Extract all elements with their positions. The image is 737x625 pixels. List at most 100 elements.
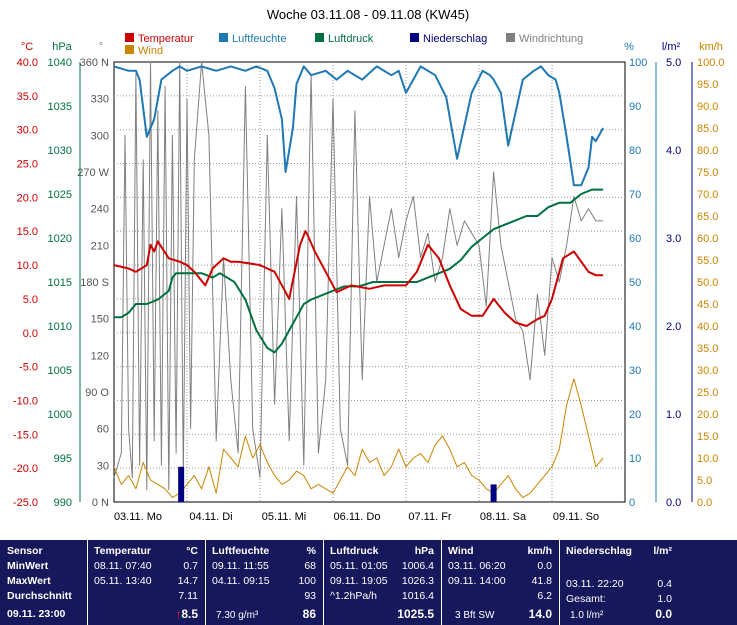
direction-tick-label: 360 N: [80, 57, 109, 69]
pressure-tick-label: 1020: [48, 233, 72, 245]
pressure-tick-label: 1005: [48, 365, 72, 377]
wind-max-value: 41.8: [531, 575, 552, 587]
precipitation-total-label: Gesamt:: [566, 593, 606, 605]
temperature-min-time: 08.11. 07:40: [94, 560, 152, 572]
current-datetime: 09.11. 23:00: [7, 608, 66, 620]
humidity-unit-label: %: [624, 41, 634, 53]
humidity-min-value: 68: [304, 560, 316, 572]
wind-avg-value: 6.2: [537, 590, 552, 602]
table-header-sensor: Sensor: [7, 545, 43, 557]
humidity-tick-label: 90: [629, 101, 641, 113]
chart-title: Woche 03.11.08 - 09.11.08 (KW45): [267, 7, 469, 22]
pressure-trend: ^1.2hPa/h: [330, 590, 377, 602]
row-label-max: MaxWert: [7, 575, 51, 587]
temperature-tick-label: 5.0: [23, 294, 38, 306]
legend-swatch-niederschlag: [410, 33, 419, 42]
pressure-avg-value: 1016.4: [401, 590, 434, 602]
temperature-current: ↑8.5: [175, 607, 198, 621]
direction-tick-label: 300: [91, 130, 109, 142]
precipitation-current: 0.0: [655, 607, 672, 621]
legend-label-niederschlag: Niederschlag: [423, 33, 487, 45]
humidity-tick-label: 70: [629, 189, 641, 201]
legend-label-windrichtung: Windrichtung: [519, 33, 583, 45]
wind-beaufort: 3 Bft SW: [455, 610, 495, 621]
pressure-tick-label: 1000: [48, 409, 72, 421]
temperature-max-time: 05.11. 13:40: [94, 575, 152, 587]
temperature-tick-label: 30.0: [17, 125, 38, 137]
wind-tick-label: 75.0: [697, 167, 718, 179]
direction-tick-label: 0 N: [92, 497, 109, 509]
pressure-unit-label: hPa: [52, 41, 72, 53]
row-label-min: MinWert: [7, 560, 49, 572]
temperature-unit-label: °C: [21, 41, 33, 53]
humidity-tick-label: 0: [629, 497, 635, 509]
humidity-current: 86: [302, 607, 316, 621]
temperature-tick-label: 35.0: [17, 91, 38, 103]
pressure-min-time: 05.11. 01:05: [330, 560, 388, 572]
row-label-avg: Durchschnitt: [7, 590, 72, 602]
temperature-tick-label: -25.0: [13, 497, 38, 509]
legend-swatch-temperatur: [125, 33, 134, 42]
temperature-tick-label: -10.0: [13, 395, 38, 407]
direction-tick-label: 90 O: [85, 387, 109, 399]
direction-unit-label: °: [99, 41, 103, 53]
table-header-temperature: Temperatur: [94, 545, 151, 557]
plot-area: [113, 61, 626, 503]
wind-tick-label: 20.0: [697, 409, 718, 421]
wind-tick-label: 5.0: [697, 475, 712, 487]
precipitation-tick-label: 3.0: [666, 233, 681, 245]
precipitation-unit: l/m²: [653, 545, 672, 557]
chart-axes: 40.0 35.0 30.0 25.0 20.0 15.0 10.0 5.0 0.0 -5.0 -1…: [13, 41, 725, 523]
wind-tick-label: 95.0: [697, 79, 718, 91]
pressure-tick-label: 1015: [48, 277, 72, 289]
temperature-tick-label: 20.0: [17, 192, 38, 204]
humidity-tick-label: 30: [629, 365, 641, 377]
trend-up-arrow-icon: ↑: [175, 607, 182, 621]
wind-tick-label: 65.0: [697, 211, 718, 223]
pressure-max-value: 1026.3: [401, 575, 434, 587]
temperature-min-value: 0.7: [183, 560, 198, 572]
direction-tick-label: 270 W: [77, 167, 109, 179]
humidity-tick-label: 40: [629, 321, 641, 333]
legend-label-temperatur: Temperatur: [138, 33, 194, 45]
precipitation-tick-label: 2.0: [666, 321, 681, 333]
wind-tick-label: 35.0: [697, 343, 718, 355]
wind-tick-label: 40.0: [697, 321, 718, 333]
wind-tick-label: 25.0: [697, 387, 718, 399]
wind-unit-label: km/h: [699, 41, 723, 53]
direction-tick-label: 150: [91, 314, 109, 326]
wind-min-time: 03.11. 06:20: [448, 560, 506, 572]
precipitation-rate: 1.0 l/m²: [570, 610, 604, 621]
summary-table: Sensor MinWert MaxWert Durchschnitt 09.1…: [0, 540, 737, 625]
pressure-tick-label: 990: [54, 497, 72, 509]
series-line-temperatur: [113, 230, 604, 327]
precipitation-tick-label: 4.0: [666, 145, 681, 157]
x-tick-label: 07.11. Fr: [408, 511, 452, 523]
table-header-precipitation: Niederschlag: [566, 545, 632, 557]
temperature-tick-label: 40.0: [17, 57, 38, 69]
wind-tick-label: 45.0: [697, 299, 718, 311]
legend-label-luftdruck: Luftdruck: [328, 33, 374, 45]
wind-current: 14.0: [528, 607, 552, 621]
absolute-humidity: 7.30 g/m³: [216, 610, 259, 621]
pressure-min-value: 1006.4: [401, 560, 434, 572]
wind-min-value: 0.0: [537, 560, 552, 572]
temperature-tick-label: -5.0: [19, 362, 38, 374]
wind-unit: km/h: [527, 545, 552, 557]
temperature-tick-label: 25.0: [17, 159, 38, 171]
precipitation-last-time: 03.11. 22:20: [566, 578, 624, 590]
x-tick-label: 08.11. Sa: [480, 511, 527, 523]
precipitation-last-value: 0.4: [657, 578, 672, 590]
pressure-tick-label: 1040: [48, 57, 72, 69]
humidity-tick-label: 20: [629, 409, 641, 421]
pressure-unit: hPa: [414, 545, 434, 557]
precipitation-tick-label: 1.0: [666, 409, 681, 421]
table-header-wind: Wind: [448, 545, 474, 557]
x-tick-label: 06.11. Do: [334, 511, 381, 523]
temperature-avg-value: 7.11: [178, 590, 198, 602]
series-line-luftfeuchte: [113, 65, 604, 187]
legend-swatch-luftdruck: [315, 33, 324, 42]
humidity-tick-label: 10: [629, 453, 641, 465]
pressure-tick-label: 995: [54, 453, 72, 465]
